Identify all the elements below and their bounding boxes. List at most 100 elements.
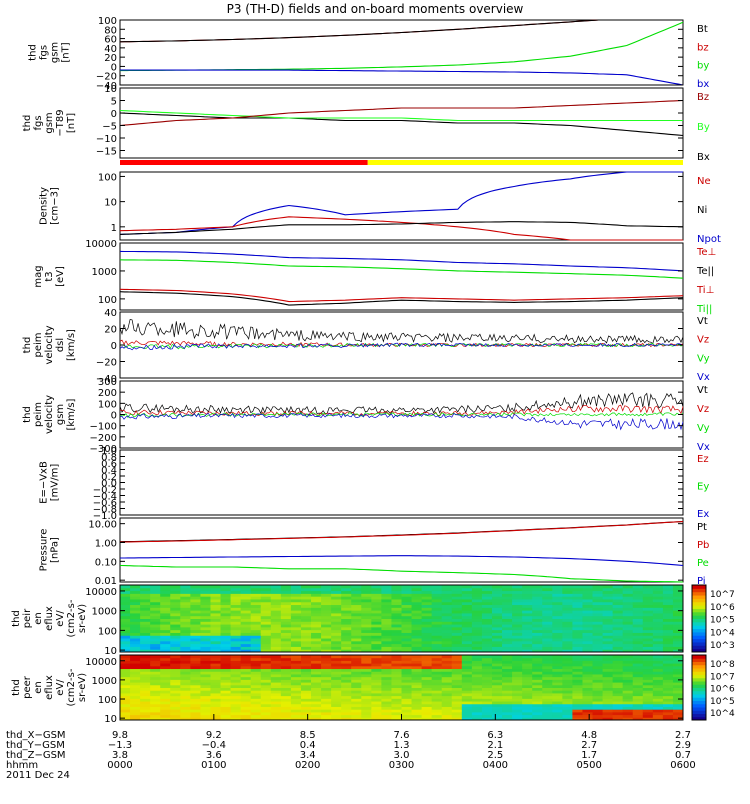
spectrogram-cell <box>532 711 543 716</box>
spectrogram-cell <box>572 626 583 631</box>
spectrogram-cell <box>491 590 503 594</box>
spectrogram-cell <box>250 596 262 600</box>
spectrogram-cell <box>381 703 392 707</box>
legend-label: Vx <box>697 372 710 383</box>
spectrogram-cell <box>371 626 382 631</box>
spectrogram-cell <box>471 657 483 661</box>
spectrogram-cell <box>532 692 543 697</box>
spectrogram-cell <box>140 638 151 642</box>
spectrogram-cell <box>371 596 382 600</box>
spectrogram-cell <box>491 587 503 592</box>
series-line-Bz <box>119 99 684 127</box>
spectrogram-cell <box>210 643 222 647</box>
spectrogram-cell <box>240 649 252 653</box>
spectrogram-cell <box>522 585 533 589</box>
spectrogram-cell <box>512 621 523 625</box>
spectrogram-cell <box>552 593 563 597</box>
mode-bar-segment <box>120 160 368 165</box>
colorbar-swatch <box>692 628 706 633</box>
spectrogram-cell <box>461 671 473 675</box>
spectrogram-cell <box>672 657 684 661</box>
spectrogram-cell <box>522 714 533 718</box>
spectrogram-cell <box>371 629 382 633</box>
spectrogram-cell <box>391 649 402 653</box>
spectrogram-cell <box>411 665 423 670</box>
spectrogram-cell <box>411 679 423 683</box>
spectrogram-cell <box>391 593 402 597</box>
spectrogram-cell <box>280 655 292 659</box>
spectrogram-cell <box>230 706 242 710</box>
spectrogram-cell <box>361 593 372 597</box>
spectrogram-cell <box>351 618 362 622</box>
spectrogram-cell <box>210 593 222 597</box>
spectrogram-cell <box>662 714 674 718</box>
spectrogram-cell <box>140 604 151 608</box>
spectrogram-cell <box>481 615 493 619</box>
spectrogram-cell <box>210 585 222 589</box>
spectrogram-cell <box>260 629 272 633</box>
spectrogram-cell <box>130 663 141 667</box>
spectrogram-cell <box>270 687 282 691</box>
series-line-Te|| <box>119 291 684 306</box>
spectrogram-cell <box>361 607 372 611</box>
spectrogram-cell <box>461 673 473 678</box>
spectrogram-cell <box>522 618 533 622</box>
spectrogram-cell <box>300 668 312 672</box>
spectrogram-cell <box>300 709 312 713</box>
spectrogram-cell <box>512 698 523 702</box>
spectrogram-cell <box>602 646 614 650</box>
spectrogram-cell <box>140 655 151 659</box>
spectrogram-cell <box>130 682 141 686</box>
spectrogram-cell <box>441 687 453 691</box>
spectrogram-cell <box>411 682 423 686</box>
spectrogram-cell <box>371 590 382 594</box>
spectrogram-cell <box>170 655 181 659</box>
spectrogram-cell <box>522 596 533 600</box>
spectrogram-cell <box>351 673 362 678</box>
spectrogram-cell <box>210 692 222 697</box>
spectrogram-cell <box>200 692 211 697</box>
y-axis-label: peer <box>22 675 33 699</box>
spectrogram-cell <box>290 692 302 697</box>
spectrogram-cell <box>461 612 473 617</box>
spectrogram-cell <box>662 698 674 702</box>
spectrogram-cell <box>431 629 443 633</box>
spectrogram-cell <box>120 706 131 710</box>
y-axis-label: −T89 <box>55 109 66 136</box>
spectrogram-cell <box>351 593 362 597</box>
spectrogram-cell <box>190 621 201 625</box>
spectrogram-cell <box>672 629 684 633</box>
spectrogram-cell <box>461 590 473 594</box>
spectrogram-cell <box>602 676 614 680</box>
spectrogram-cell <box>120 596 131 600</box>
spectrogram-cell <box>351 698 362 702</box>
x-row-value: 8.5 <box>300 730 316 741</box>
spectrogram-cell <box>401 585 413 589</box>
spectrogram-cell <box>230 673 242 678</box>
spectrogram-cell <box>220 621 232 625</box>
spectrogram-cell <box>421 676 433 680</box>
spectrogram-cell <box>170 711 181 716</box>
spectrogram-cell <box>401 604 413 608</box>
spectrogram-cell <box>361 711 372 716</box>
spectrogram-cell <box>491 711 503 716</box>
spectrogram-cell <box>441 646 453 650</box>
spectrogram-cell <box>461 610 473 614</box>
spectrogram-cell <box>502 607 513 611</box>
spectrogram-cell <box>451 587 463 592</box>
spectrogram-cell <box>491 655 503 659</box>
spectrogram-cell <box>542 590 553 594</box>
spectrogram-cell <box>512 671 523 675</box>
spectrogram-cell <box>582 618 594 622</box>
spectrogram-cell <box>622 593 634 597</box>
spectrogram-cell <box>461 626 473 631</box>
spectrogram-cell <box>552 635 563 639</box>
spectrogram-cell <box>552 711 563 716</box>
spectrogram-cell <box>512 632 523 636</box>
spectrogram-cell <box>260 632 272 636</box>
spectrogram-cell <box>622 703 634 707</box>
spectrogram-cell <box>311 673 322 678</box>
spectrogram-cell <box>542 646 553 650</box>
spectrogram-cell <box>321 638 332 642</box>
spectrogram-cell <box>361 676 372 680</box>
